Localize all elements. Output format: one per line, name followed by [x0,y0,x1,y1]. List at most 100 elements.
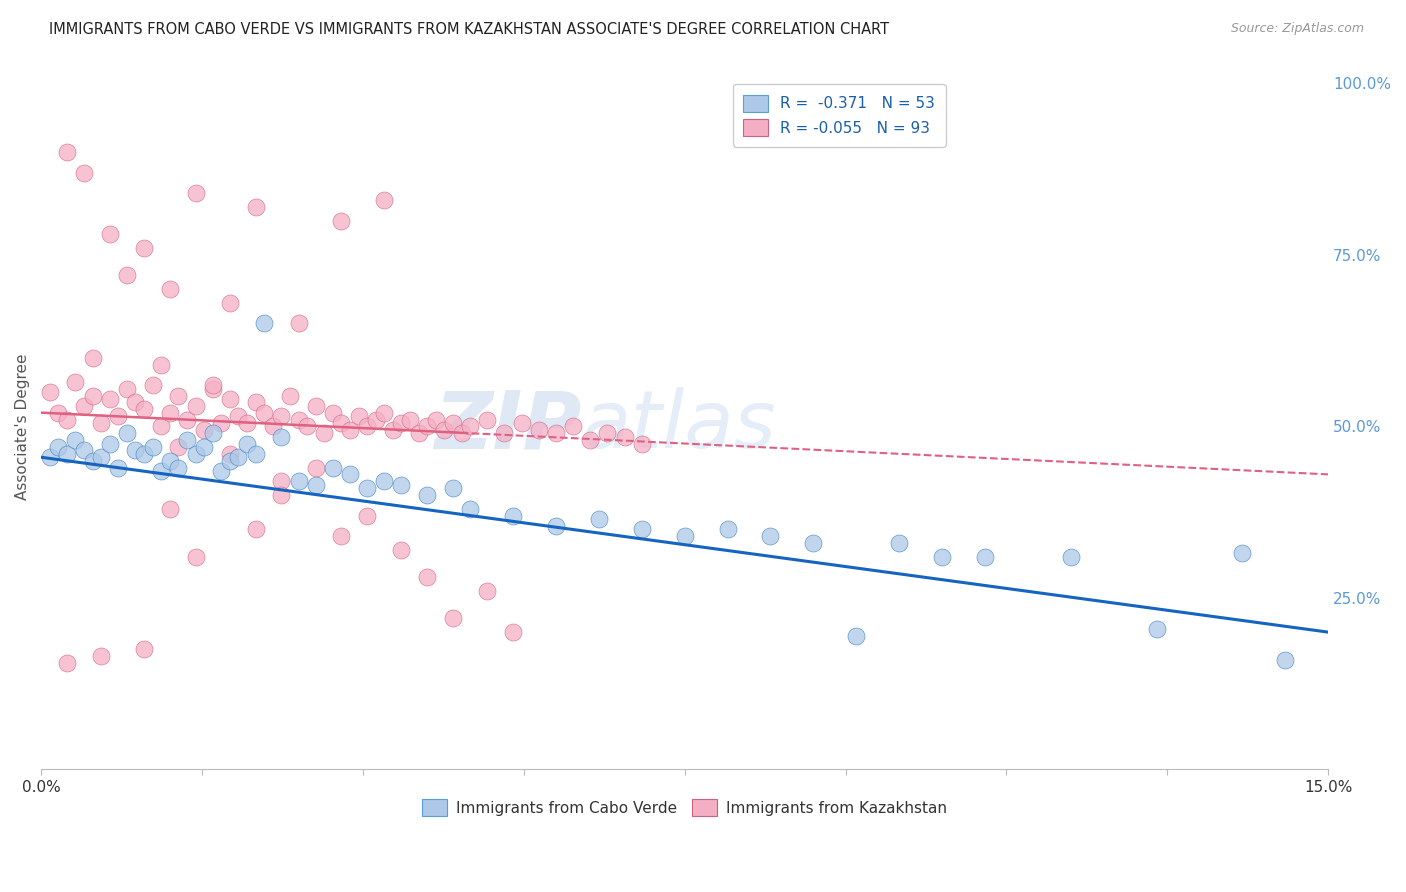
Point [150,419,173,434]
Point [65,433,87,447]
Point [322,460,344,475]
Text: atlas: atlas [582,387,776,466]
Point [107,409,129,423]
Point [82,351,104,365]
Point [218,447,240,461]
Point [613,430,636,444]
Point [931,549,953,564]
Point [339,423,361,437]
Point [167,388,190,402]
Point [245,522,267,536]
Point [132,642,155,657]
Point [416,419,439,434]
Point [270,430,292,444]
Point [347,409,370,423]
Point [159,282,181,296]
Point [364,412,387,426]
Point [510,416,533,430]
Point [391,416,413,430]
Point [458,419,481,434]
Point [73,443,96,458]
Point [65,375,87,389]
Point [46,440,69,454]
Point [416,488,439,502]
Point [270,409,292,423]
Point [278,388,301,402]
Point [82,388,104,402]
Point [209,464,232,478]
Point [201,426,224,441]
Point [184,186,207,201]
Point [218,453,240,467]
Point [253,317,276,331]
Point [441,611,464,625]
Point [356,508,378,523]
Point [544,518,567,533]
Point [391,542,413,557]
Point [228,409,250,423]
Point [124,395,146,409]
Point [527,423,550,437]
Point [759,529,782,543]
Point [236,416,259,430]
Point [142,440,165,454]
Point [107,460,129,475]
Point [441,481,464,495]
Point [132,447,155,461]
Point [425,412,447,426]
Point [270,488,292,502]
Point [193,440,215,454]
Point [209,416,232,430]
Point [90,450,112,465]
Point [416,570,439,584]
Point [201,378,224,392]
Point [142,378,165,392]
Point [373,193,395,207]
Point [115,382,138,396]
Point [90,649,112,664]
Point [73,166,96,180]
Point [73,399,96,413]
Point [150,358,173,372]
Point [115,426,138,441]
Point [159,453,181,467]
Point [330,213,353,227]
Point [159,501,181,516]
Point [236,436,259,450]
Point [167,440,190,454]
Point [356,481,378,495]
Point [218,392,240,406]
Point [441,416,464,430]
Point [502,508,524,523]
Point [373,475,395,489]
Point [579,433,602,447]
Point [82,453,104,467]
Point [46,406,69,420]
Point [287,412,309,426]
Point [56,447,79,461]
Point [716,522,738,536]
Point [314,426,336,441]
Point [98,392,121,406]
Point [330,529,353,543]
Point [477,584,499,599]
Point [245,200,267,214]
Point [458,501,481,516]
Point [287,475,309,489]
Point [322,406,344,420]
Point [245,395,267,409]
Text: IMMIGRANTS FROM CABO VERDE VS IMMIGRANTS FROM KAZAKHSTAN ASSOCIATE'S DEGREE CORR: IMMIGRANTS FROM CABO VERDE VS IMMIGRANTS… [49,22,890,37]
Point [132,402,155,417]
Point [159,406,181,420]
Point [56,656,79,670]
Point [391,477,413,491]
Point [477,412,499,426]
Legend: Immigrants from Cabo Verde, Immigrants from Kazakhstan: Immigrants from Cabo Verde, Immigrants f… [415,791,955,823]
Point [801,536,824,550]
Point [588,512,610,526]
Point [253,406,276,420]
Point [305,460,328,475]
Point [673,529,696,543]
Point [115,268,138,283]
Point [176,433,198,447]
